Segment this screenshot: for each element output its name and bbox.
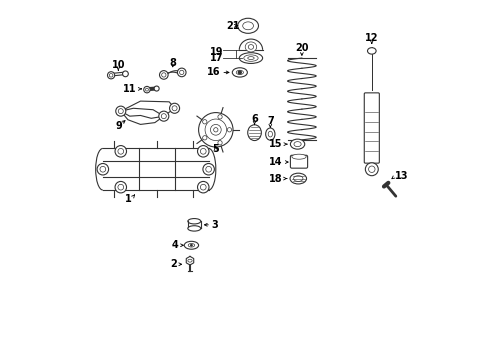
Circle shape <box>238 71 241 74</box>
Circle shape <box>169 103 179 113</box>
Text: 8: 8 <box>169 58 176 68</box>
Text: 13: 13 <box>394 171 408 181</box>
Circle shape <box>218 115 222 119</box>
Ellipse shape <box>291 154 305 159</box>
Text: 20: 20 <box>295 43 308 53</box>
Circle shape <box>190 244 192 247</box>
Text: 4: 4 <box>171 240 178 250</box>
FancyBboxPatch shape <box>364 93 379 163</box>
Text: 15: 15 <box>269 139 282 149</box>
Ellipse shape <box>265 128 274 140</box>
Circle shape <box>198 113 233 147</box>
Circle shape <box>203 163 214 175</box>
Ellipse shape <box>293 141 301 147</box>
Circle shape <box>118 109 123 114</box>
Circle shape <box>115 145 126 157</box>
Circle shape <box>213 128 218 132</box>
Circle shape <box>205 166 211 172</box>
Circle shape <box>179 70 183 75</box>
Circle shape <box>202 136 206 140</box>
Circle shape <box>118 148 123 154</box>
Text: 11: 11 <box>123 84 137 94</box>
Ellipse shape <box>247 125 261 140</box>
Text: 18: 18 <box>269 174 282 184</box>
Circle shape <box>109 73 113 77</box>
Ellipse shape <box>239 53 262 63</box>
Text: 10: 10 <box>111 60 125 70</box>
Ellipse shape <box>184 241 198 249</box>
Circle shape <box>97 163 108 175</box>
Circle shape <box>365 163 378 176</box>
Text: 21: 21 <box>225 21 239 31</box>
Circle shape <box>177 68 185 77</box>
Ellipse shape <box>367 48 375 54</box>
Circle shape <box>145 88 148 91</box>
FancyBboxPatch shape <box>290 155 307 168</box>
Ellipse shape <box>242 22 253 30</box>
Ellipse shape <box>188 243 194 247</box>
Ellipse shape <box>244 55 258 61</box>
Text: 19: 19 <box>209 46 223 57</box>
Circle shape <box>107 72 115 79</box>
Circle shape <box>159 71 168 79</box>
Circle shape <box>227 128 231 132</box>
Circle shape <box>122 71 128 77</box>
Text: 16: 16 <box>206 67 220 77</box>
Circle shape <box>159 111 168 121</box>
Polygon shape <box>121 108 163 125</box>
Ellipse shape <box>187 259 192 262</box>
Ellipse shape <box>248 45 253 49</box>
Circle shape <box>197 145 208 157</box>
Circle shape <box>100 166 105 172</box>
Text: 14: 14 <box>269 157 282 167</box>
Ellipse shape <box>289 173 306 184</box>
Text: 7: 7 <box>266 116 273 126</box>
Ellipse shape <box>187 219 201 224</box>
Circle shape <box>115 181 126 193</box>
Circle shape <box>368 166 374 172</box>
Circle shape <box>162 73 165 77</box>
Text: 3: 3 <box>211 220 218 230</box>
Text: 1: 1 <box>124 194 131 204</box>
Text: 5: 5 <box>212 144 219 154</box>
Circle shape <box>154 86 159 91</box>
Circle shape <box>218 141 222 145</box>
Circle shape <box>172 106 177 111</box>
Text: 2: 2 <box>170 259 176 269</box>
Circle shape <box>143 86 150 93</box>
Ellipse shape <box>232 68 247 77</box>
Ellipse shape <box>236 70 243 75</box>
Circle shape <box>202 120 206 124</box>
Ellipse shape <box>247 57 254 59</box>
Circle shape <box>204 119 226 140</box>
Ellipse shape <box>244 42 256 52</box>
Ellipse shape <box>187 226 201 231</box>
Circle shape <box>161 114 166 119</box>
Ellipse shape <box>290 139 304 149</box>
Circle shape <box>200 184 206 190</box>
Circle shape <box>210 125 221 135</box>
Text: 6: 6 <box>251 114 257 124</box>
Ellipse shape <box>237 18 258 33</box>
Ellipse shape <box>293 176 303 181</box>
Circle shape <box>200 148 206 154</box>
Text: 17: 17 <box>209 53 223 63</box>
Polygon shape <box>121 101 174 118</box>
Text: 9: 9 <box>115 121 122 131</box>
Ellipse shape <box>267 131 272 137</box>
Circle shape <box>118 184 123 190</box>
Circle shape <box>197 181 208 193</box>
Text: 12: 12 <box>365 33 378 42</box>
Polygon shape <box>186 256 193 265</box>
Circle shape <box>116 106 125 116</box>
